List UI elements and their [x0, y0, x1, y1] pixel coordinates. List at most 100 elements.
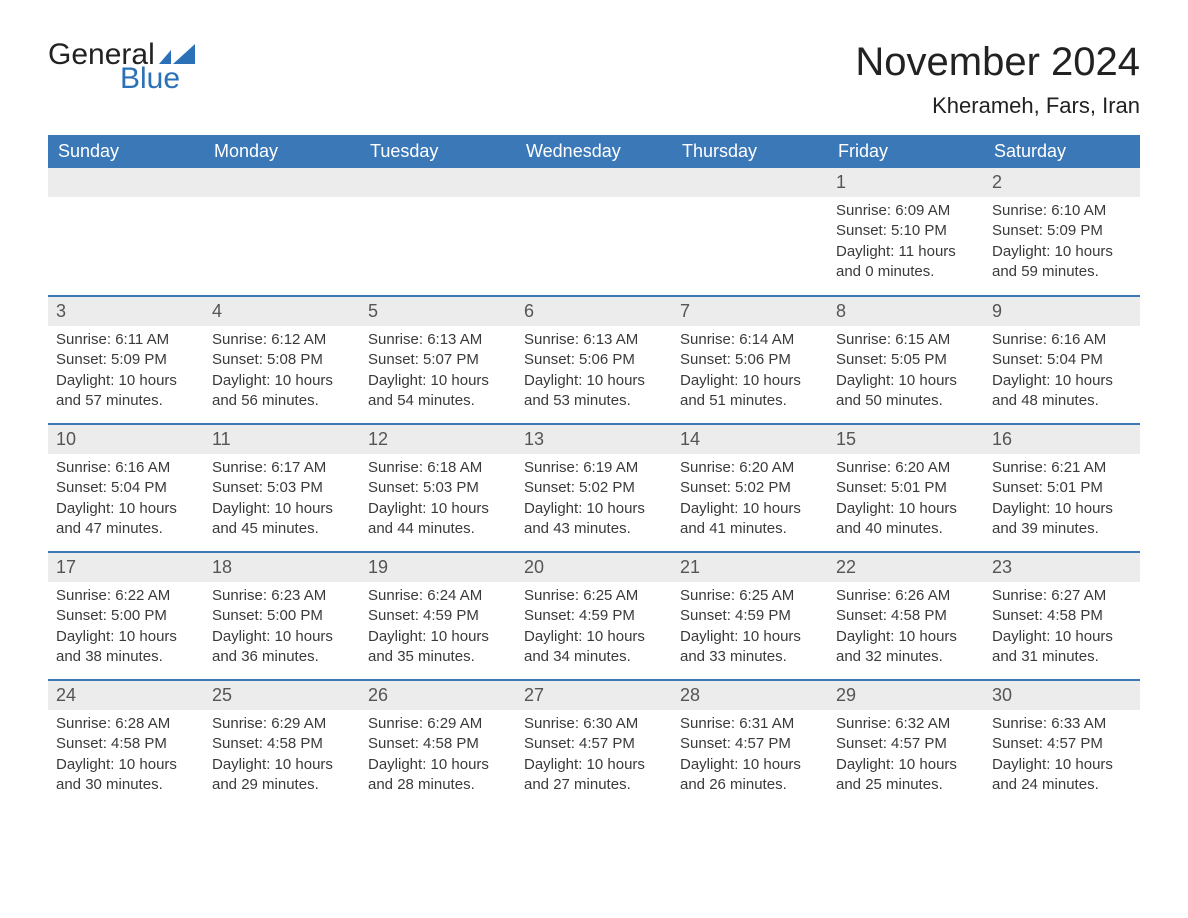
- day-details: Sunrise: 6:29 AMSunset: 4:58 PMDaylight:…: [204, 710, 360, 805]
- day-number: 22: [828, 553, 984, 582]
- calendar-cell: 20Sunrise: 6:25 AMSunset: 4:59 PMDayligh…: [516, 552, 672, 680]
- day-number: 29: [828, 681, 984, 710]
- sunset-line: Sunset: 4:58 PM: [56, 734, 196, 754]
- sunrise-line: Sunrise: 6:30 AM: [524, 714, 664, 734]
- day-number: 21: [672, 553, 828, 582]
- sunrise-line: Sunrise: 6:20 AM: [680, 458, 820, 478]
- sunset-line: Sunset: 5:08 PM: [212, 350, 352, 370]
- daylight-line: Daylight: 10 hours and 51 minutes.: [680, 371, 820, 412]
- calendar-week-row: 10Sunrise: 6:16 AMSunset: 5:04 PMDayligh…: [48, 424, 1140, 552]
- daylight-line: Daylight: 10 hours and 25 minutes.: [836, 755, 976, 796]
- logo: General Blue: [48, 40, 201, 94]
- daylight-line: Daylight: 10 hours and 50 minutes.: [836, 371, 976, 412]
- sunrise-line: Sunrise: 6:24 AM: [368, 586, 508, 606]
- calendar-cell: [672, 168, 828, 296]
- daylight-line: Daylight: 10 hours and 59 minutes.: [992, 242, 1132, 283]
- calendar-table: Sunday Monday Tuesday Wednesday Thursday…: [48, 135, 1140, 808]
- day-details: Sunrise: 6:22 AMSunset: 5:00 PMDaylight:…: [48, 582, 204, 677]
- calendar-cell: 17Sunrise: 6:22 AMSunset: 5:00 PMDayligh…: [48, 552, 204, 680]
- calendar-cell: 19Sunrise: 6:24 AMSunset: 4:59 PMDayligh…: [360, 552, 516, 680]
- daylight-line: Daylight: 10 hours and 53 minutes.: [524, 371, 664, 412]
- day-number: 2: [984, 168, 1140, 197]
- daylight-line: Daylight: 10 hours and 24 minutes.: [992, 755, 1132, 796]
- daylight-line: Daylight: 10 hours and 27 minutes.: [524, 755, 664, 796]
- calendar-cell: [204, 168, 360, 296]
- sunrise-line: Sunrise: 6:22 AM: [56, 586, 196, 606]
- day-details: Sunrise: 6:20 AMSunset: 5:02 PMDaylight:…: [672, 454, 828, 549]
- calendar-cell: 1Sunrise: 6:09 AMSunset: 5:10 PMDaylight…: [828, 168, 984, 296]
- day-number-empty: [516, 168, 672, 197]
- weekday-header: Wednesday: [516, 135, 672, 168]
- day-number-empty: [204, 168, 360, 197]
- sunrise-line: Sunrise: 6:21 AM: [992, 458, 1132, 478]
- sunrise-line: Sunrise: 6:26 AM: [836, 586, 976, 606]
- day-number: 15: [828, 425, 984, 454]
- sunrise-line: Sunrise: 6:17 AM: [212, 458, 352, 478]
- day-details: Sunrise: 6:09 AMSunset: 5:10 PMDaylight:…: [828, 197, 984, 292]
- day-number: 20: [516, 553, 672, 582]
- sunrise-line: Sunrise: 6:14 AM: [680, 330, 820, 350]
- sunset-line: Sunset: 4:59 PM: [524, 606, 664, 626]
- sunset-line: Sunset: 4:58 PM: [368, 734, 508, 754]
- calendar-cell: [360, 168, 516, 296]
- calendar-cell: 26Sunrise: 6:29 AMSunset: 4:58 PMDayligh…: [360, 680, 516, 808]
- sunset-line: Sunset: 5:00 PM: [56, 606, 196, 626]
- sunrise-line: Sunrise: 6:28 AM: [56, 714, 196, 734]
- calendar-cell: 14Sunrise: 6:20 AMSunset: 5:02 PMDayligh…: [672, 424, 828, 552]
- calendar-cell: 29Sunrise: 6:32 AMSunset: 4:57 PMDayligh…: [828, 680, 984, 808]
- page-header: General Blue November 2024 Kherameh, Far…: [48, 40, 1140, 119]
- sunset-line: Sunset: 4:57 PM: [680, 734, 820, 754]
- sunset-line: Sunset: 5:04 PM: [992, 350, 1132, 370]
- day-number: 16: [984, 425, 1140, 454]
- calendar-cell: 5Sunrise: 6:13 AMSunset: 5:07 PMDaylight…: [360, 296, 516, 424]
- sunset-line: Sunset: 5:07 PM: [368, 350, 508, 370]
- calendar-cell: 8Sunrise: 6:15 AMSunset: 5:05 PMDaylight…: [828, 296, 984, 424]
- day-details: Sunrise: 6:28 AMSunset: 4:58 PMDaylight:…: [48, 710, 204, 805]
- sunrise-line: Sunrise: 6:29 AM: [368, 714, 508, 734]
- daylight-line: Daylight: 10 hours and 56 minutes.: [212, 371, 352, 412]
- day-number: 1: [828, 168, 984, 197]
- calendar-cell: 4Sunrise: 6:12 AMSunset: 5:08 PMDaylight…: [204, 296, 360, 424]
- daylight-line: Daylight: 10 hours and 44 minutes.: [368, 499, 508, 540]
- day-number: 25: [204, 681, 360, 710]
- day-details: Sunrise: 6:30 AMSunset: 4:57 PMDaylight:…: [516, 710, 672, 805]
- sunrise-line: Sunrise: 6:09 AM: [836, 201, 976, 221]
- day-number: 5: [360, 297, 516, 326]
- day-details: Sunrise: 6:20 AMSunset: 5:01 PMDaylight:…: [828, 454, 984, 549]
- calendar-cell: 23Sunrise: 6:27 AMSunset: 4:58 PMDayligh…: [984, 552, 1140, 680]
- calendar-cell: 25Sunrise: 6:29 AMSunset: 4:58 PMDayligh…: [204, 680, 360, 808]
- day-details: Sunrise: 6:25 AMSunset: 4:59 PMDaylight:…: [672, 582, 828, 677]
- day-details: Sunrise: 6:10 AMSunset: 5:09 PMDaylight:…: [984, 197, 1140, 292]
- calendar-cell: 21Sunrise: 6:25 AMSunset: 4:59 PMDayligh…: [672, 552, 828, 680]
- daylight-line: Daylight: 10 hours and 26 minutes.: [680, 755, 820, 796]
- calendar-cell: 9Sunrise: 6:16 AMSunset: 5:04 PMDaylight…: [984, 296, 1140, 424]
- calendar-week-row: 1Sunrise: 6:09 AMSunset: 5:10 PMDaylight…: [48, 168, 1140, 296]
- daylight-line: Daylight: 10 hours and 39 minutes.: [992, 499, 1132, 540]
- day-details: Sunrise: 6:27 AMSunset: 4:58 PMDaylight:…: [984, 582, 1140, 677]
- sunrise-line: Sunrise: 6:13 AM: [368, 330, 508, 350]
- daylight-line: Daylight: 10 hours and 31 minutes.: [992, 627, 1132, 668]
- day-number: 13: [516, 425, 672, 454]
- sunset-line: Sunset: 4:57 PM: [524, 734, 664, 754]
- day-details: Sunrise: 6:17 AMSunset: 5:03 PMDaylight:…: [204, 454, 360, 549]
- month-title: November 2024: [855, 40, 1140, 85]
- location-text: Kherameh, Fars, Iran: [855, 93, 1140, 119]
- calendar-cell: 10Sunrise: 6:16 AMSunset: 5:04 PMDayligh…: [48, 424, 204, 552]
- sunrise-line: Sunrise: 6:19 AM: [524, 458, 664, 478]
- day-number-empty: [48, 168, 204, 197]
- day-details: Sunrise: 6:29 AMSunset: 4:58 PMDaylight:…: [360, 710, 516, 805]
- sunrise-line: Sunrise: 6:11 AM: [56, 330, 196, 350]
- calendar-cell: 15Sunrise: 6:20 AMSunset: 5:01 PMDayligh…: [828, 424, 984, 552]
- sunset-line: Sunset: 5:00 PM: [212, 606, 352, 626]
- daylight-line: Daylight: 10 hours and 43 minutes.: [524, 499, 664, 540]
- sunset-line: Sunset: 5:01 PM: [992, 478, 1132, 498]
- sunset-line: Sunset: 5:06 PM: [524, 350, 664, 370]
- day-details: Sunrise: 6:23 AMSunset: 5:00 PMDaylight:…: [204, 582, 360, 677]
- calendar-cell: 7Sunrise: 6:14 AMSunset: 5:06 PMDaylight…: [672, 296, 828, 424]
- day-details: Sunrise: 6:19 AMSunset: 5:02 PMDaylight:…: [516, 454, 672, 549]
- sunset-line: Sunset: 4:57 PM: [836, 734, 976, 754]
- daylight-line: Daylight: 10 hours and 47 minutes.: [56, 499, 196, 540]
- day-details: Sunrise: 6:25 AMSunset: 4:59 PMDaylight:…: [516, 582, 672, 677]
- day-number-empty: [672, 168, 828, 197]
- calendar-cell: 27Sunrise: 6:30 AMSunset: 4:57 PMDayligh…: [516, 680, 672, 808]
